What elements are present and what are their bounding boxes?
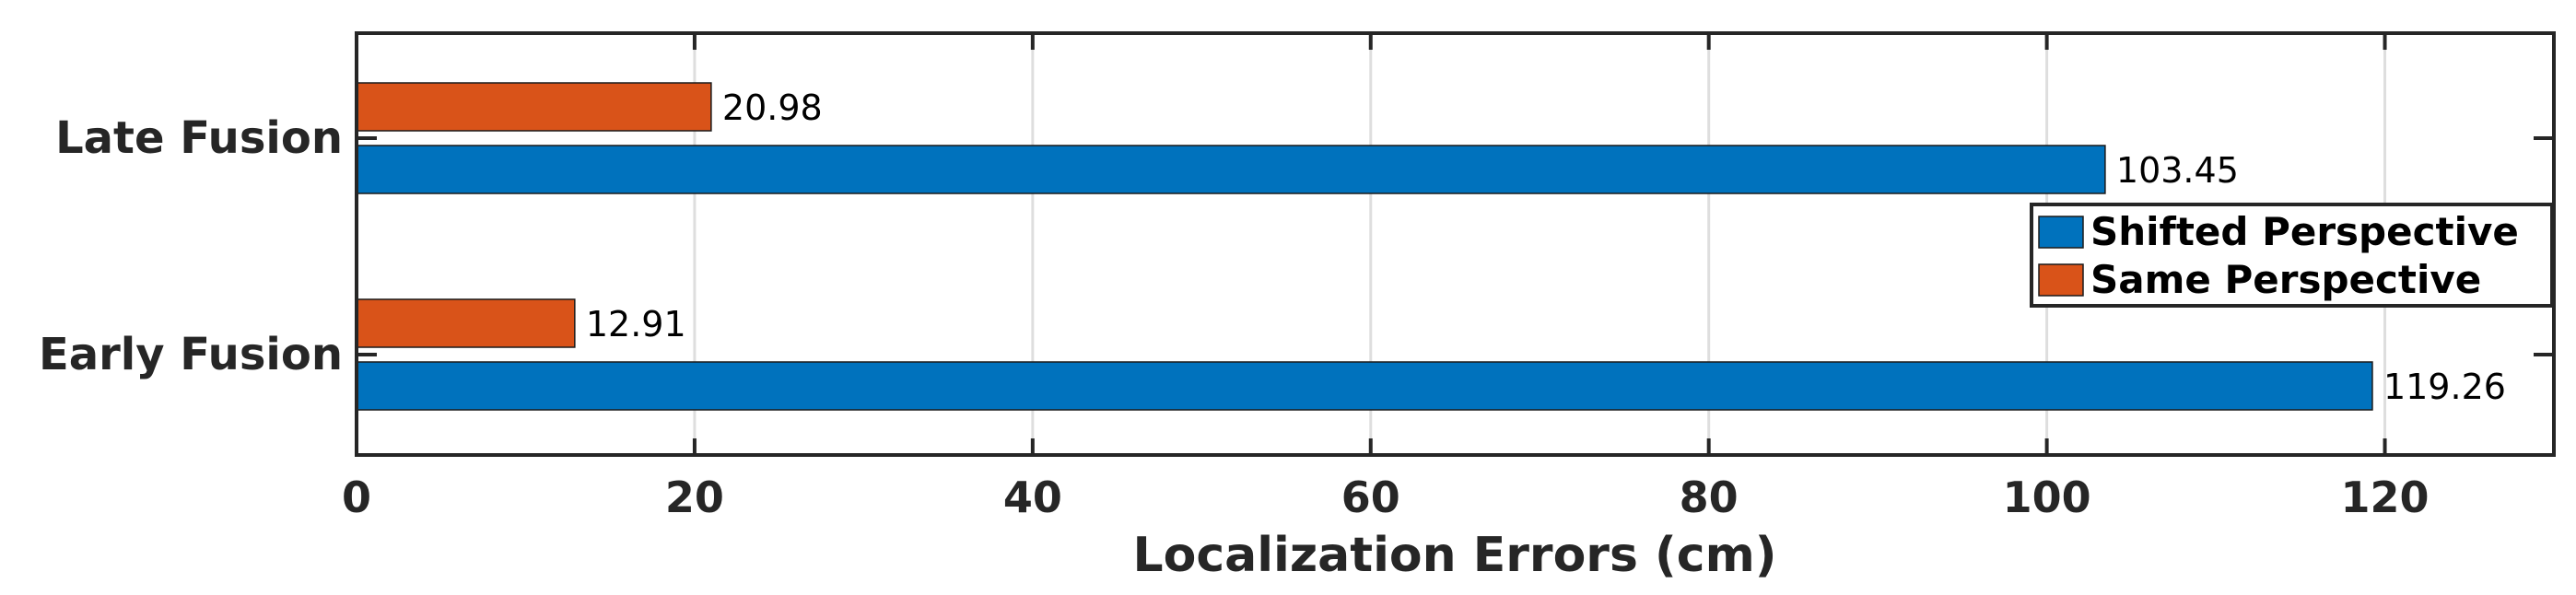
bar-same-perspective xyxy=(356,82,712,132)
x-tick-label: 0 xyxy=(342,472,371,522)
x-tick-label: 60 xyxy=(1341,472,1400,522)
category-label: Late Fusion xyxy=(55,112,343,164)
bars xyxy=(356,82,2373,411)
data-labels: 119.26 12.91 103.45 20.98 xyxy=(586,88,2506,407)
x-tick-label: 80 xyxy=(1680,472,1739,522)
bar-shifted-perspective xyxy=(356,145,2106,194)
legend-swatch xyxy=(2038,263,2084,297)
bar-shifted-perspective xyxy=(356,361,2373,411)
data-label: 103.45 xyxy=(2116,150,2239,191)
data-label: 12.91 xyxy=(586,304,686,344)
bar-same-perspective xyxy=(356,298,576,348)
legend-entry: Same Perspective xyxy=(2090,257,2481,302)
x-tick-label: 40 xyxy=(1003,472,1062,522)
legend-box xyxy=(2030,203,2554,308)
ticks xyxy=(355,33,2554,455)
x-tick-label: 120 xyxy=(2341,472,2430,522)
x-axis-title: Localization Errors (cm) xyxy=(1132,528,1776,583)
x-tick-label: 20 xyxy=(665,472,724,522)
legend-swatch xyxy=(2038,216,2084,249)
legend-entry: Shifted Perspective xyxy=(2090,209,2519,254)
x-tick-label: 100 xyxy=(2003,472,2091,522)
category-labels: Early Fusion Late Fusion xyxy=(39,112,343,380)
category-label: Early Fusion xyxy=(39,329,343,380)
data-label: 119.26 xyxy=(2383,367,2506,407)
x-tick-labels: 0 20 40 60 80 100 120 xyxy=(342,472,2430,522)
data-label: 20.98 xyxy=(722,88,823,128)
